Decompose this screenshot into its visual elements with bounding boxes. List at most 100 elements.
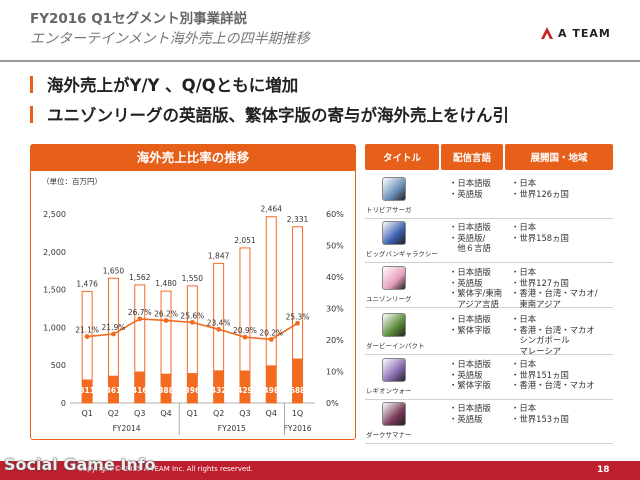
total-value-label: 2,464 [261, 205, 283, 214]
table-row: ダークサマナー ・日本語版 ・英語版 ・日本 ・世界153ヵ国 [365, 400, 613, 444]
region-item: 東南アジア [511, 298, 561, 309]
fiscal-year-label: FY2016 [284, 424, 312, 433]
total-value-label: 1,550 [182, 274, 204, 283]
region-item: ・世界153ヵ国 [511, 413, 569, 424]
region-list: ・日本 ・香港・台湾・マカオ シンガポール マレーシア [511, 314, 595, 356]
language-list: ・日本語版 ・英語版 [449, 178, 491, 199]
y2-tick-label: 0% [326, 399, 339, 408]
language-item: ・英語版 [449, 277, 483, 288]
table-header-region: 展開国・地域 [505, 144, 613, 170]
unit-label: （単位：百万円） [42, 176, 102, 186]
x-tick-label: Q2 [213, 409, 224, 418]
region-item: シンガポール [511, 335, 570, 346]
region-list: ・日本 ・世界127ヵ国 ・香港・台湾・マカオ/ 東南アジア [511, 267, 598, 309]
overseas-sales-bar [187, 373, 198, 403]
region-item: ・日本 [511, 314, 537, 324]
x-tick-label: Q3 [239, 409, 250, 418]
trivia-saga-icon [382, 177, 406, 201]
language-list: ・日本語版 ・繁体字版 [449, 314, 491, 335]
game-title: ダークサマナー [366, 431, 412, 439]
bullet-1-text: 海外売上がY/Y 、Q/Qともに増加 [47, 76, 299, 95]
total-value-label: 2,051 [234, 236, 256, 245]
region-list: ・日本 ・世界126ヵ国 [511, 178, 569, 199]
table-header-title: タイトル [365, 144, 439, 170]
overseas-sales-chart: （単位：百万円） 0 500 1,000 1,500 2,000 2,500 0% 10% 20%… [42, 176, 344, 435]
region-item: ・世界151ヵ国 [511, 369, 569, 380]
overseas-sales-bar [239, 370, 250, 403]
language-item: ・英語版 [449, 188, 483, 199]
language-item: ・日本語版 [449, 403, 491, 413]
total-value-label: 2,331 [287, 215, 309, 224]
ratio-point [295, 320, 300, 326]
header-divider [0, 60, 640, 62]
x-tick-label: Q3 [134, 409, 145, 418]
y-tick-label: 1,000 [43, 323, 66, 332]
ratio-value-label: 21.1% [75, 326, 99, 335]
language-item: ・日本語版 [449, 267, 491, 277]
y-tick-label: 2,000 [43, 248, 66, 257]
overseas-sales-bar [161, 373, 172, 403]
dark-summoner-icon [382, 402, 406, 426]
total-value-label: 1,650 [103, 266, 125, 275]
region-item: ・香港・台湾・マカオ/ [511, 288, 598, 299]
language-item: ・繁体字/東南 [449, 288, 503, 299]
language-list: ・日本語版 ・英語版 ・繁体字/東南 アジア言語 [449, 267, 502, 309]
language-item: ・日本語版 [449, 178, 491, 188]
ratio-point [242, 334, 248, 340]
total-value-label: 1,480 [155, 279, 177, 288]
game-title: トリビアサーガ [366, 206, 412, 214]
y-tick-label: 1,500 [43, 286, 66, 295]
overseas-value-label: 416 [132, 386, 148, 395]
fiscal-year-label: FY2014 [113, 424, 141, 433]
y2-tick-label: 60% [326, 210, 344, 219]
overseas-value-label: 432 [211, 386, 227, 395]
x-tick-label: Q1 [187, 409, 198, 418]
y2-tick-label: 10% [326, 368, 344, 377]
region-item: ・日本 [511, 222, 537, 232]
ratio-value-label: 26.2% [154, 309, 178, 318]
game-title: レギオンウォー [366, 387, 412, 395]
fiscal-year-label: FY2015 [218, 424, 246, 433]
language-list: ・日本語版 ・英語版 [449, 403, 491, 424]
big-bang-galaxy-icon [382, 221, 406, 245]
logo-text: A TEAM [558, 26, 611, 40]
company-logo: A TEAM [540, 26, 611, 40]
overseas-sales-bar [292, 358, 303, 403]
language-item: ・日本語版 [449, 359, 491, 369]
total-value-label: 1,476 [76, 279, 98, 288]
overseas-sales-bar [134, 371, 145, 403]
region-list: ・日本 ・世界153ヵ国 [511, 403, 569, 424]
ratio-value-label: 25.3% [286, 312, 310, 321]
bullet-2-text: ユニゾンリーグの英語版、繁体字版の寄与が海外売上をけん引 [47, 106, 509, 125]
ratio-point [268, 336, 274, 342]
y2-tick-label: 20% [326, 336, 344, 345]
table-header-language: 配信言語 [441, 144, 503, 170]
region-item: ・日本 [511, 267, 537, 277]
copyright-text: Copyright © 2015 A-TEAM Inc. All rights … [78, 465, 253, 473]
overseas-value-label: 429 [237, 386, 253, 395]
language-item: ・繁体字版 [449, 324, 491, 335]
ratio-value-label: 25.6% [180, 311, 204, 320]
bullet-marker [30, 76, 33, 93]
region-item: ・世界127ヵ国 [511, 277, 569, 288]
language-item: ・繁体字版 [449, 380, 491, 391]
language-item: ・日本語版 [449, 314, 491, 324]
ratio-value-label: 20.9% [233, 326, 257, 335]
ratio-point [137, 316, 143, 322]
ratio-value-label: 21.9% [102, 323, 126, 332]
ratio-point [111, 331, 116, 337]
region-item: ・香港・台湾・マカオ [511, 324, 595, 335]
legion-war-icon [382, 358, 406, 382]
watermark-text: Social Game Info [4, 455, 156, 474]
y-tick-label: 500 [51, 361, 66, 370]
ratio-point [163, 318, 169, 323]
language-list: ・日本語版 ・英語版/ 他６言語 [449, 222, 491, 254]
ratio-value-label: 23.4% [207, 318, 231, 327]
language-item: ・英語版 [449, 413, 483, 424]
region-item: マレーシア [511, 345, 562, 356]
game-title: ユニゾンリーグ [366, 295, 412, 303]
bullet-marker [30, 106, 33, 123]
overseas-sales-bar [108, 375, 119, 403]
region-item: ・世界158ヵ国 [511, 232, 569, 243]
ratio-value-label: 20.2% [259, 328, 283, 337]
